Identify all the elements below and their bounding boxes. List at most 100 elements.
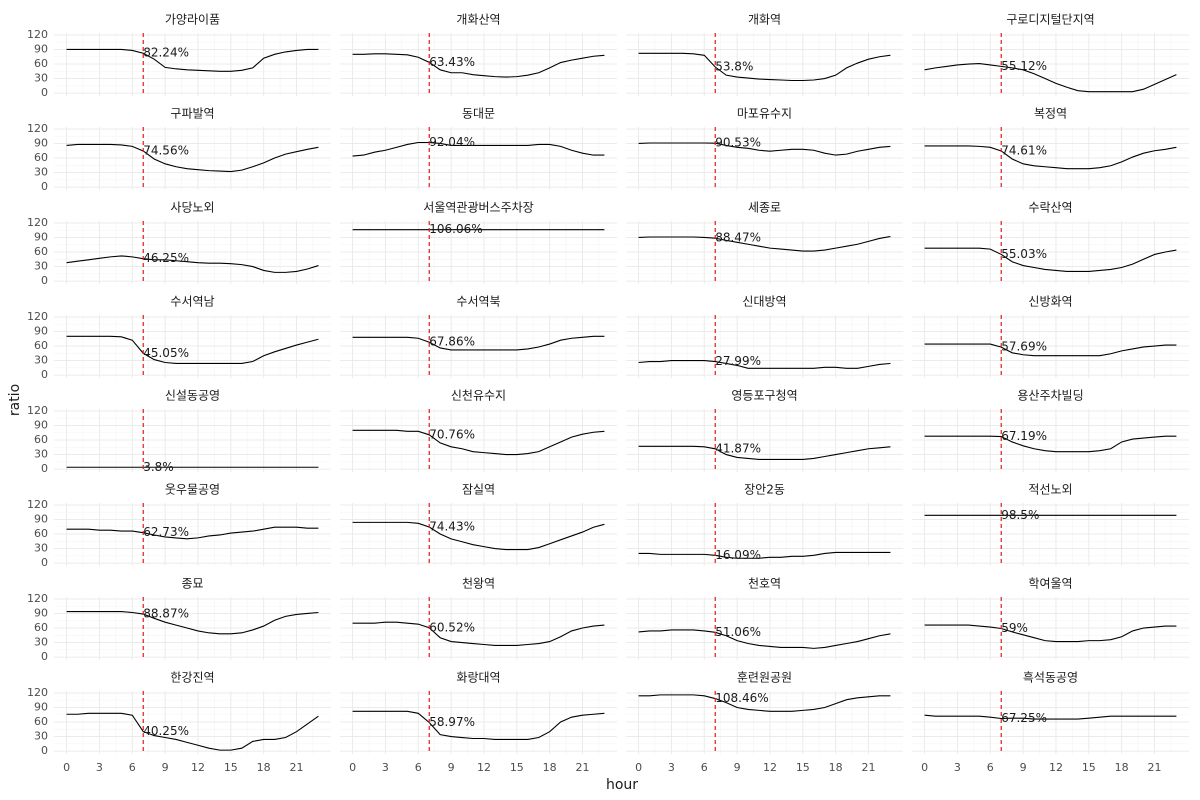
value-label: 74.61% <box>1001 143 1047 157</box>
x-tick-label: 0 <box>921 761 928 774</box>
value-label: 88.87% <box>143 607 189 621</box>
value-label: 55.03% <box>1001 247 1047 261</box>
panel-title: 가양라이품 <box>165 13 220 27</box>
series-line <box>638 629 891 649</box>
y-tick-label: 30 <box>34 636 48 649</box>
panel-title: 동대문 <box>462 107 495 121</box>
value-label: 106.06% <box>429 222 482 236</box>
y-tick-label: 30 <box>34 448 48 461</box>
x-tick-label: 6 <box>987 761 994 774</box>
series-line <box>352 621 605 647</box>
y-tick-label: 0 <box>41 86 48 99</box>
x-tick-label: 0 <box>349 761 356 774</box>
panel-title: 웃우물공영 <box>165 483 220 497</box>
y-tick-label: 60 <box>34 339 48 352</box>
panel-title: 잠실역 <box>462 483 495 497</box>
panel-title: 수서역북 <box>456 295 500 309</box>
value-label: 60.52% <box>429 620 475 634</box>
series-line <box>352 141 605 157</box>
value-label: 62.73% <box>143 525 189 539</box>
panel-title: 수락산역 <box>1028 201 1072 215</box>
panel-title: 천호역 <box>748 576 781 591</box>
series-line <box>66 255 319 273</box>
x-tick-label: 9 <box>1020 761 1027 774</box>
x-tick-label: 12 <box>763 761 777 774</box>
panel-title: 장안2동 <box>744 483 785 497</box>
panel-title: 수서역남 <box>170 295 214 309</box>
panel-title: 천왕역 <box>462 576 495 591</box>
value-label: 3.8% <box>143 460 174 474</box>
series-line <box>352 710 605 741</box>
series-line <box>638 694 891 712</box>
panel-title: 개화역 <box>748 13 781 27</box>
series-line <box>924 714 1177 720</box>
panel-title: 개화산역 <box>456 13 500 27</box>
series-line <box>638 235 891 252</box>
y-tick-label: 120 <box>27 216 48 229</box>
x-axis-title: hour <box>606 777 638 793</box>
y-tick-label: 0 <box>41 744 48 757</box>
value-label: 58.97% <box>429 715 475 729</box>
panel-title: 서울역관광버스주차장 <box>423 201 533 215</box>
panel-title: 구로디지털단지역 <box>1006 13 1094 27</box>
panel-title: 복정역 <box>1034 107 1067 121</box>
panel-title: 한강진역 <box>170 671 214 685</box>
y-tick-label: 60 <box>34 57 48 70</box>
y-tick-label: 90 <box>34 42 48 55</box>
x-tick-label: 12 <box>1049 761 1063 774</box>
series-line <box>924 343 1177 357</box>
y-tick-label: 0 <box>41 368 48 381</box>
value-label: 67.86% <box>429 335 475 349</box>
value-label: 82.24% <box>143 46 189 60</box>
y-tick-label: 60 <box>34 621 48 634</box>
y-tick-label: 0 <box>41 556 48 569</box>
value-label: 67.25% <box>1001 711 1047 725</box>
value-label: 46.25% <box>143 251 189 265</box>
value-label: 90.53% <box>715 136 761 150</box>
y-axis-title: ratio <box>7 384 23 416</box>
value-label: 53.8% <box>715 60 753 74</box>
value-label: 59% <box>1001 621 1028 635</box>
y-tick-label: 0 <box>41 462 48 475</box>
value-label: 27.99% <box>715 354 761 368</box>
panel-title: 신천유수지 <box>451 388 506 403</box>
y-tick-label: 120 <box>27 28 48 41</box>
series-line <box>352 521 605 551</box>
panel-title: 신대방역 <box>742 295 786 309</box>
y-tick-label: 0 <box>41 274 48 287</box>
x-tick-label: 15 <box>510 761 524 774</box>
value-label: 41.87% <box>715 441 761 455</box>
x-tick-label: 15 <box>224 761 238 774</box>
series-line <box>638 52 891 82</box>
x-tick-label: 21 <box>576 761 590 774</box>
x-tick-label: 6 <box>701 761 708 774</box>
series-line <box>66 335 319 365</box>
y-tick-label: 30 <box>34 354 48 367</box>
value-label: 57.69% <box>1001 340 1047 354</box>
x-tick-label: 9 <box>162 761 169 774</box>
series-line <box>924 247 1177 272</box>
y-tick-label: 30 <box>34 542 48 555</box>
y-tick-label: 60 <box>34 245 48 258</box>
y-tick-label: 90 <box>34 606 48 619</box>
x-tick-label: 21 <box>1148 761 1162 774</box>
series-line <box>924 145 1177 170</box>
y-tick-label: 120 <box>27 404 48 417</box>
value-label: 70.76% <box>429 427 475 441</box>
x-tick-label: 0 <box>635 761 642 774</box>
y-tick-label: 90 <box>34 230 48 243</box>
series-line <box>66 143 319 173</box>
value-label: 40.25% <box>143 724 189 738</box>
x-tick-label: 12 <box>191 761 205 774</box>
value-label: 51.06% <box>715 625 761 639</box>
x-tick-label: 3 <box>954 761 961 774</box>
panel-title: 훈련원공원 <box>737 671 792 685</box>
series-line <box>66 526 319 540</box>
series-line <box>924 62 1177 93</box>
series-line <box>924 624 1177 643</box>
x-tick-label: 18 <box>543 761 557 774</box>
series-line <box>352 335 605 351</box>
series-line <box>66 712 319 751</box>
y-tick-label: 60 <box>34 715 48 728</box>
